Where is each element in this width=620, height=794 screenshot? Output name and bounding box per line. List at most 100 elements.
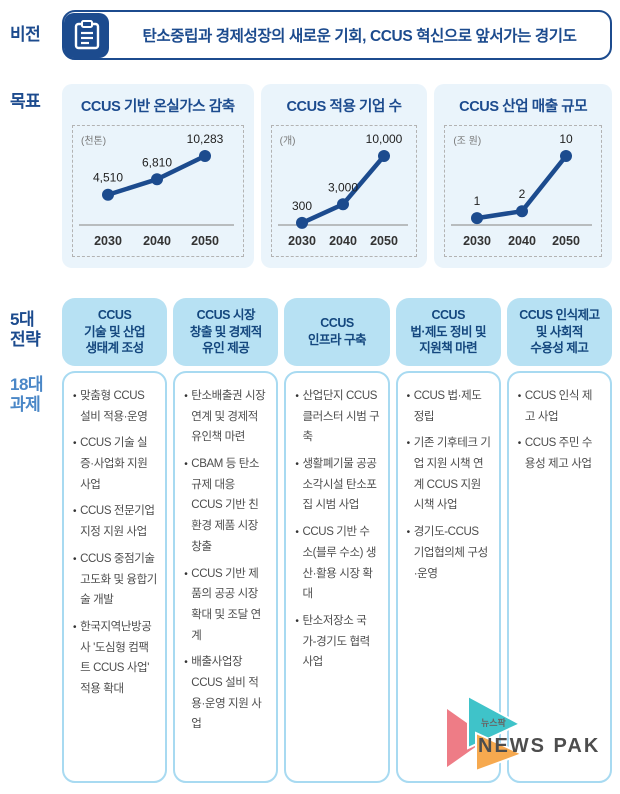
data-point <box>199 150 211 162</box>
task-item: • 탄소저장소 국가-경기도 협력 사업 <box>295 611 379 673</box>
bullet-icon: • <box>406 527 411 539</box>
strategy-header: CCUS 인식제고 및 사회적 수용성 제고 <box>506 298 612 366</box>
line-chart: (조 원) 1 2030 2 2040 10 2050 <box>444 125 602 257</box>
task-item: • CBAM 등 탄소규제 대응 CCUS 기반 친환경 제품 시장 창출 <box>184 454 268 557</box>
bullet-icon: • <box>73 621 77 633</box>
vision-text: 탄소중립과 경제성장의 새로운 기회, CCUS 혁신으로 앞서가는 경기도 <box>142 28 577 45</box>
chart-title: CCUS 산업 매출 규모 <box>459 99 588 115</box>
data-point <box>295 216 308 229</box>
data-point <box>151 173 163 186</box>
task-item: • CCUS 전문기업 지정 지원 사업 <box>73 501 157 542</box>
bullet-icon: • <box>184 391 188 402</box>
data-point <box>336 198 349 211</box>
watermark-korean-text: 뉴스팍 <box>481 717 507 728</box>
goals-label: 목표 <box>10 92 41 111</box>
chart-text: 10 <box>560 132 574 146</box>
bullet-icon: • <box>517 391 522 402</box>
task-text: CBAM 등 탄소규제 대응 CCUS 기반 친환경 제품 시장 창출 <box>191 458 260 553</box>
chart-text: 4,510 <box>93 171 123 185</box>
bullet-icon: • <box>184 459 188 471</box>
bullet-icon: • <box>73 506 77 518</box>
goal-card: CCUS 적용 기업 수 (개) 300 2030 3,000 2040 10,000 205… <box>260 84 428 268</box>
bullet-icon: • <box>406 391 411 402</box>
bullet-icon: • <box>295 391 299 402</box>
task-column: • 산업단지 CCUS 클러스터 시범 구축 • 생활폐기물 공공소각시설 탄소포집 … <box>284 371 390 783</box>
chart-title: CCUS 적용 기업 수 <box>286 99 402 115</box>
bullet-icon: • <box>73 438 77 450</box>
task-item: • 맞춤형 CCUS 설비 적용·운영 <box>73 386 157 427</box>
task-item: • CCUS 기반 제품의 공공 시장 확대 및 조달 연계 <box>184 564 268 647</box>
vision-box: 탄소중립과 경제성장의 새로운 기회, CCUS 혁신으로 앞서가는 경기도 <box>62 10 612 60</box>
chart-text: 2040 <box>329 234 357 248</box>
task-text: 한국지역난방공사 '도심형 컴팩트 CCUS 사업' 적용 확대 <box>80 620 152 695</box>
task-text: 맞춤형 CCUS 설비 적용·운영 <box>80 390 148 423</box>
strategy-header: CCUS 법·제도 정비 및 지원책 마련 <box>395 298 501 366</box>
data-point <box>560 150 573 162</box>
chart-text: 2030 <box>288 234 316 248</box>
bullet-icon: • <box>73 553 77 565</box>
data-point <box>377 150 390 162</box>
task-item: • 배출사업장 CCUS 설비 적용·운영 지원 사업 <box>184 652 268 735</box>
chart-text: 2050 <box>552 234 580 248</box>
watermark-orange-triangle-icon <box>475 731 525 773</box>
task-item: • CCUS 기반 수소(블루 수소) 생산·활용 시장 확대 <box>295 522 379 605</box>
data-point <box>102 188 114 201</box>
task-item: • CCUS 인식 제고 사업 <box>518 386 602 427</box>
task-text: CCUS 기반 수소(블루 수소) 생산·활용 시장 확대 <box>302 526 377 601</box>
chart-text: 2050 <box>191 234 219 248</box>
chart-text: 2040 <box>508 234 536 248</box>
bullet-icon: • <box>73 391 77 402</box>
vision-label: 비전 <box>10 25 41 44</box>
goal-card: CCUS 산업 매출 규모 (조 원) 1 2030 2 2040 10 2050 <box>434 84 612 268</box>
task-item: • 한국지역난방공사 '도심형 컴팩트 CCUS 사업' 적용 확대 <box>73 617 157 700</box>
task-text: CCUS 전문기업 지정 지원 사업 <box>80 505 155 539</box>
vision-row: 비전 탄소중립과 경제성장의 새로운 기회, CCUS 혁신으로 앞서가는 경기… <box>10 10 612 60</box>
goals-row: 목표 CCUS 기반 온실가스 감축 (천톤) 4,510 2030 6,810 2040… <box>10 84 612 268</box>
task-text: CCUS 인식 제고 사업 <box>524 390 593 423</box>
bullet-icon: • <box>517 438 522 450</box>
data-point <box>516 205 529 218</box>
task-item: • 생활폐기물 공공소각시설 탄소포집 시범 사업 <box>295 454 379 516</box>
bullet-icon: • <box>295 615 299 627</box>
bullet-icon: • <box>184 568 188 580</box>
bullet-icon: • <box>184 657 188 669</box>
chart-unit-label: (조 원) <box>453 136 482 147</box>
newspak-watermark: 뉴스팍 NEWS PAK <box>438 691 606 778</box>
task-column: • 맞춤형 CCUS 설비 적용·운영 • CCUS 기술 실증·사업화 지원 사업 •… <box>62 371 168 783</box>
task-text: CCUS 기술 실증·사업화 지원 사업 <box>80 437 148 491</box>
chart-title: CCUS 기반 온실가스 감축 <box>80 99 235 115</box>
task-item: • CCUS 법·제도 정립 <box>407 386 491 427</box>
task-text: CCUS 주민 수용성 제고 사업 <box>524 437 593 471</box>
clipboard-icon <box>64 12 109 58</box>
chart-text: 2050 <box>370 234 398 248</box>
task-text: CCUS 기반 제품의 공공 시장 확대 및 조달 연계 <box>191 567 261 642</box>
chart-text: 10,283 <box>187 132 224 146</box>
task-item: • 기존 기후테크 기업 지원 시책 연계 CCUS 지원 시책 사업 <box>407 433 491 516</box>
data-point <box>471 212 484 225</box>
strategy-header: CCUS 인프라 구축 <box>284 298 390 366</box>
task-text: CCUS 법·제도 정립 <box>413 390 482 423</box>
task-text: 기존 기후테크 기업 지원 시책 연계 CCUS 지원 시책 사업 <box>413 437 491 512</box>
task-text: 경기도-CCUS 기업협의체 구성·운영 <box>413 526 488 580</box>
goal-chart-svg: 4,510 2030 6,810 2040 10,283 2050 <box>79 132 234 248</box>
strategy-row: 5대 전략 CCUS 기술 및 산업 생태계 조성 CCUS 시장 창출 및 경제… <box>10 298 612 366</box>
task-text: 생활폐기물 공공소각시설 탄소포집 시범 사업 <box>302 458 377 512</box>
task-item: • 탄소배출권 시장 연계 및 경제적 유인책 마련 <box>184 386 268 448</box>
goal-chart-svg: 300 2030 3,000 2040 10,000 2050 <box>277 132 408 248</box>
task-text: 탄소배출권 시장 연계 및 경제적 유인책 마련 <box>191 390 266 444</box>
strategies-label: 5대 전략 <box>10 310 41 350</box>
task-item: • CCUS 주민 수용성 제고 사업 <box>518 433 602 474</box>
tasks-label: 18대 과제 <box>10 375 44 415</box>
chart-text: 3,000 <box>328 180 358 194</box>
chart-text: 2 <box>519 187 526 201</box>
chart-text: 1 <box>474 194 481 208</box>
strategy-header: CCUS 기술 및 산업 생태계 조성 <box>62 298 168 366</box>
chart-text: 2030 <box>94 234 122 248</box>
chart-unit-label: (천톤) <box>81 136 107 147</box>
line-chart: (천톤) 4,510 2030 6,810 2040 10,283 2050 <box>72 125 244 257</box>
strategy-headers: CCUS 기술 및 산업 생태계 조성 CCUS 시장 창출 및 경제적 유인 제… <box>62 298 612 366</box>
task-text: 탄소저장소 국가-경기도 협력 사업 <box>302 614 371 669</box>
task-item: • CCUS 중점기술 고도화 및 융합기술 개발 <box>73 549 157 611</box>
task-text: CCUS 중점기술 고도화 및 융합기술 개발 <box>80 552 157 607</box>
watermark-text: NEWS PAK <box>478 735 600 757</box>
